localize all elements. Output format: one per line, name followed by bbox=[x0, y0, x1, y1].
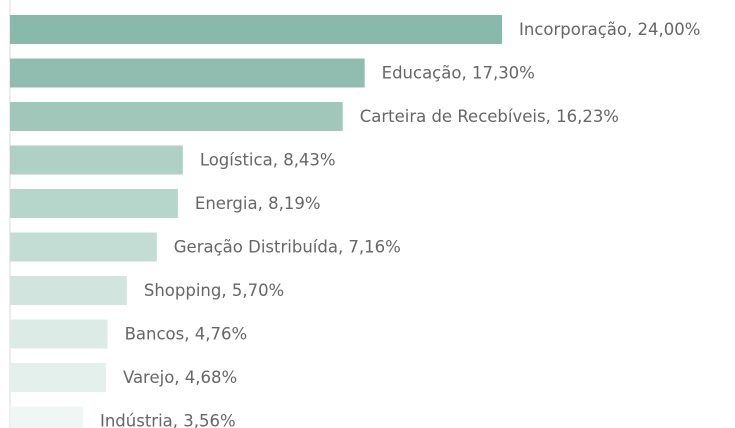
bar bbox=[10, 189, 178, 218]
bar-label: Logística, 8,43% bbox=[200, 151, 336, 170]
bar-label: Incorporação, 24,00% bbox=[519, 20, 700, 39]
bar bbox=[10, 15, 502, 44]
bar bbox=[10, 319, 108, 349]
bar-label: Educação, 17,30% bbox=[382, 64, 535, 83]
bar-label: Energia, 8,19% bbox=[195, 194, 321, 213]
bar-label: Bancos, 4,76% bbox=[125, 325, 248, 344]
bar bbox=[10, 58, 365, 88]
bar bbox=[10, 102, 343, 131]
bar bbox=[10, 276, 127, 305]
bar-label: Shopping, 5,70% bbox=[144, 281, 284, 300]
bar-label: Geração Distribuída, 7,16% bbox=[174, 238, 401, 257]
bar bbox=[10, 145, 183, 175]
bar-label: Carteira de Recebíveis, 16,23% bbox=[360, 107, 619, 126]
bar bbox=[10, 232, 157, 262]
bar bbox=[10, 363, 106, 392]
bar-label: Indústria, 3,56% bbox=[100, 412, 236, 428]
bar bbox=[10, 406, 83, 428]
bar-label: Varejo, 4,68% bbox=[123, 368, 237, 387]
